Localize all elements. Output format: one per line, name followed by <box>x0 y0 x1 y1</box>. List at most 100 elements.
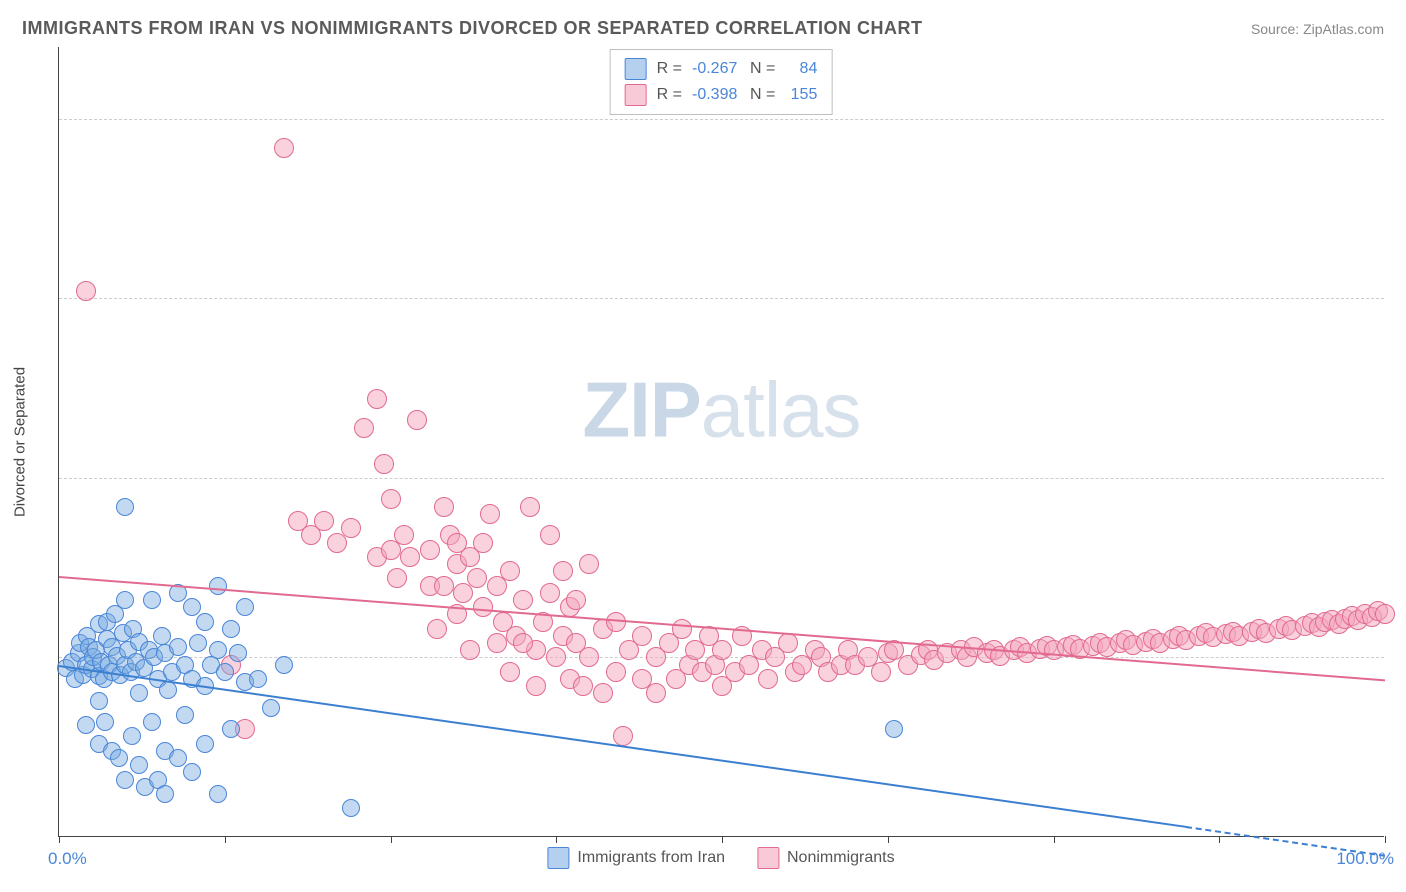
data-point <box>236 598 254 616</box>
x-tick <box>888 836 889 843</box>
data-point <box>540 583 560 603</box>
swatch-blue <box>625 58 647 80</box>
chart-container: ZIPatlas 12.5%25.0%37.5%50.0% Divorced o… <box>58 47 1384 837</box>
data-point <box>885 720 903 738</box>
data-point <box>222 720 240 738</box>
data-point <box>189 634 207 652</box>
series-legend: Immigrants from Iran Nonimmigrants <box>547 847 894 869</box>
x-tick <box>556 836 557 843</box>
data-point <box>573 676 593 696</box>
data-point <box>209 577 227 595</box>
legend-row-pink: R = -0.398 N = 155 <box>625 82 818 108</box>
data-point <box>143 713 161 731</box>
x-axis-max-label: 100.0% <box>1336 849 1394 869</box>
data-point <box>196 735 214 753</box>
data-point <box>153 627 171 645</box>
data-point <box>460 640 480 660</box>
data-point <box>156 785 174 803</box>
data-point <box>229 644 247 662</box>
data-point <box>209 785 227 803</box>
n-label: N = <box>750 60 775 78</box>
data-point <box>209 641 227 659</box>
data-point <box>274 138 294 158</box>
data-point <box>473 597 493 617</box>
data-point <box>480 504 500 524</box>
data-point <box>249 670 267 688</box>
data-point <box>314 511 334 531</box>
y-tick-label: 37.5% <box>1394 288 1406 308</box>
x-tick <box>1054 836 1055 843</box>
data-point <box>546 647 566 667</box>
r-label: R = <box>657 60 682 78</box>
swatch-pink <box>757 847 779 869</box>
x-tick <box>225 836 226 843</box>
data-point <box>487 576 507 596</box>
x-tick <box>391 836 392 843</box>
data-point <box>130 756 148 774</box>
y-tick-label: 50.0% <box>1394 109 1406 129</box>
data-point <box>487 633 507 653</box>
data-point <box>374 454 394 474</box>
x-tick <box>1219 836 1220 843</box>
swatch-blue <box>547 847 569 869</box>
legend-item-blue: Immigrants from Iran <box>547 847 725 869</box>
x-tick <box>722 836 723 843</box>
gridline <box>59 478 1384 479</box>
data-point <box>434 576 454 596</box>
x-tick <box>59 836 60 843</box>
data-point <box>712 640 732 660</box>
watermark: ZIPatlas <box>582 364 860 455</box>
n-value-pink: 155 <box>785 86 817 104</box>
data-point <box>553 561 573 581</box>
data-point <box>758 669 778 689</box>
n-label: N = <box>750 86 775 104</box>
data-point <box>96 713 114 731</box>
data-point <box>367 389 387 409</box>
legend-row-blue: R = -0.267 N = 84 <box>625 56 818 82</box>
data-point <box>871 662 891 682</box>
data-point <box>275 656 293 674</box>
data-point <box>420 540 440 560</box>
data-point <box>407 410 427 430</box>
title-bar: IMMIGRANTS FROM IRAN VS NONIMMIGRANTS DI… <box>0 0 1406 47</box>
data-point <box>520 497 540 517</box>
data-point <box>130 684 148 702</box>
data-point <box>593 683 613 703</box>
data-point <box>143 591 161 609</box>
data-point <box>427 619 447 639</box>
n-value-blue: 84 <box>785 60 817 78</box>
plot-area: ZIPatlas 12.5%25.0%37.5%50.0% <box>58 47 1384 837</box>
data-point <box>1375 604 1395 624</box>
y-tick-label: 25.0% <box>1394 468 1406 488</box>
data-point <box>342 799 360 817</box>
legend-label-pink: Nonimmigrants <box>787 849 895 867</box>
x-axis-min-label: 0.0% <box>48 849 87 869</box>
data-point <box>123 727 141 745</box>
data-point <box>110 749 128 767</box>
data-point <box>159 681 177 699</box>
data-point <box>778 633 798 653</box>
data-point <box>400 547 420 567</box>
data-point <box>176 706 194 724</box>
data-point <box>467 568 487 588</box>
data-point <box>460 547 480 567</box>
data-point <box>513 633 533 653</box>
data-point <box>116 771 134 789</box>
data-point <box>566 590 586 610</box>
data-point <box>169 638 187 656</box>
data-point <box>394 525 414 545</box>
source-attribution: Source: ZipAtlas.com <box>1251 21 1384 37</box>
data-point <box>381 489 401 509</box>
data-point <box>646 683 666 703</box>
r-value-pink: -0.398 <box>692 86 740 104</box>
data-point <box>387 568 407 588</box>
legend-item-pink: Nonimmigrants <box>757 847 895 869</box>
data-point <box>526 676 546 696</box>
data-point <box>216 663 234 681</box>
y-tick-label: 12.5% <box>1394 647 1406 667</box>
trend-line <box>59 665 1186 828</box>
data-point <box>500 662 520 682</box>
data-point <box>76 281 96 301</box>
data-point <box>222 620 240 638</box>
r-label: R = <box>657 86 682 104</box>
